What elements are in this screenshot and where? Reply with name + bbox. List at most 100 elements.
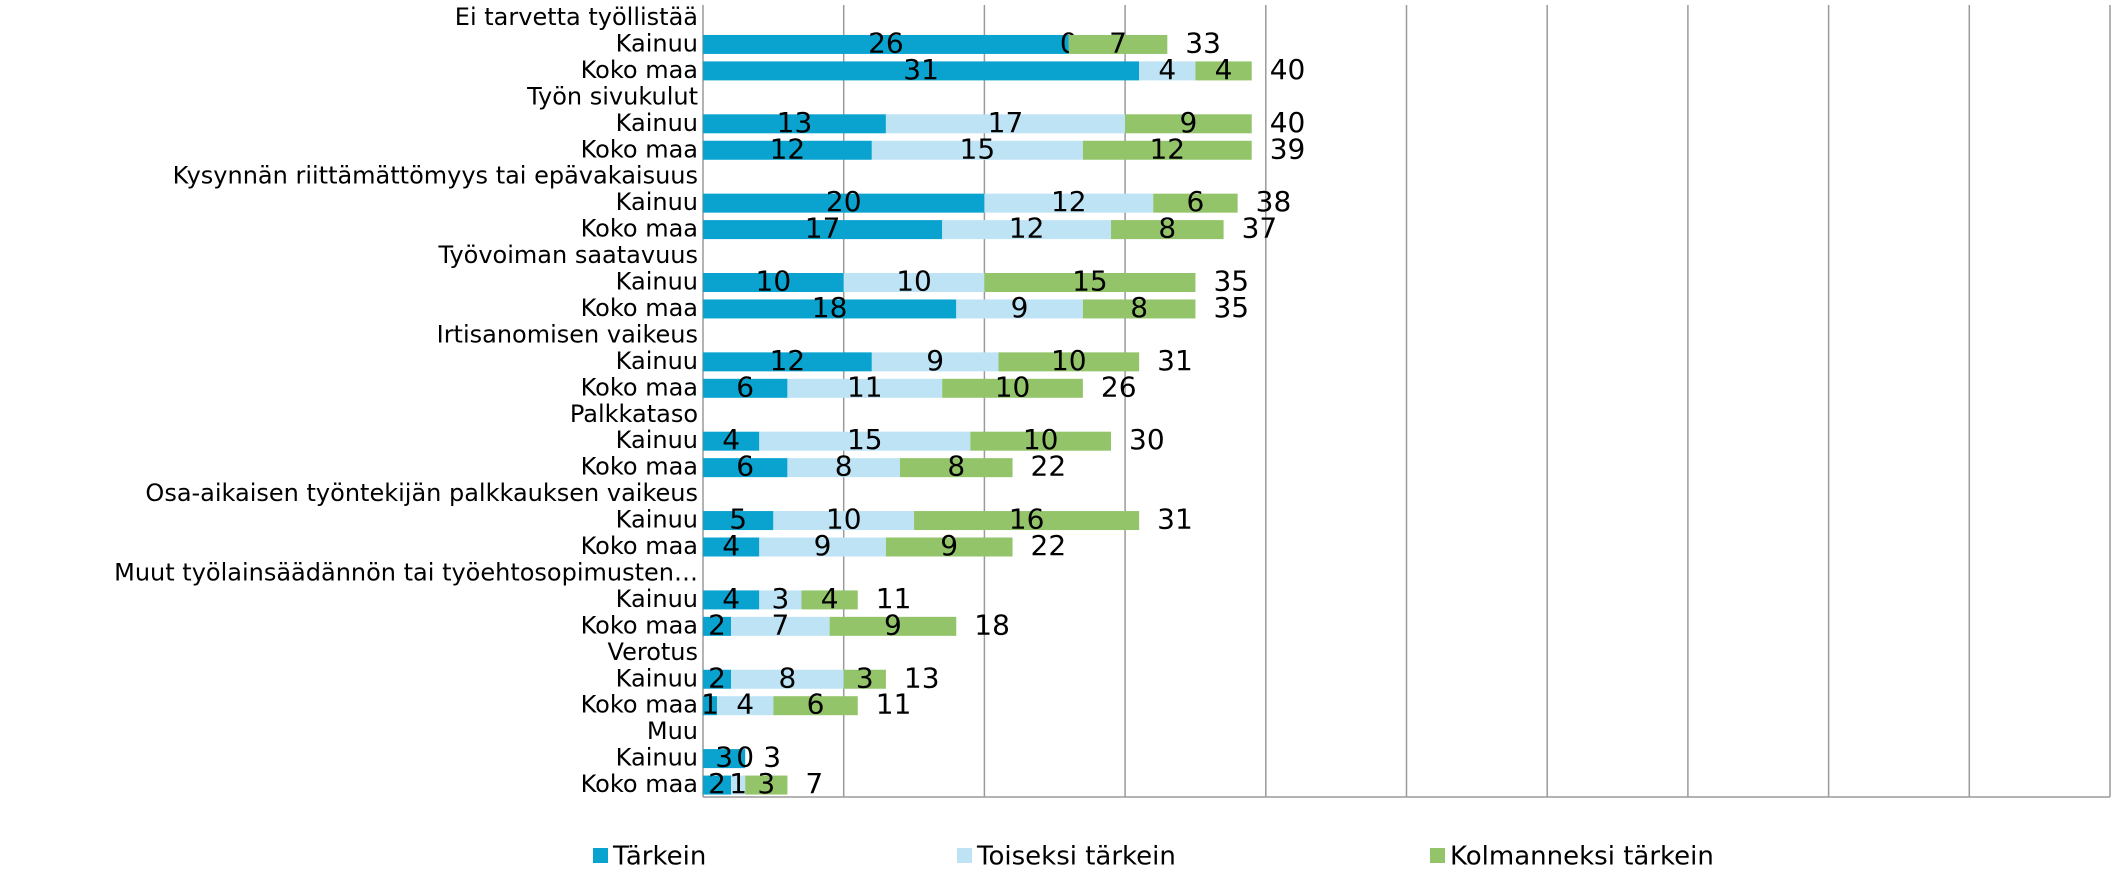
category-label: Verotus bbox=[608, 638, 698, 666]
bar-segment bbox=[801, 590, 858, 610]
category-label: Muu bbox=[647, 717, 698, 745]
bar-segment bbox=[759, 537, 886, 557]
total-label: 18 bbox=[974, 608, 1010, 641]
value-label: 12 bbox=[1051, 185, 1087, 218]
category-label: Koko maa bbox=[581, 611, 698, 639]
bar-segment bbox=[843, 273, 985, 292]
category-label: Koko maa bbox=[581, 56, 698, 84]
bar-segment bbox=[998, 352, 1140, 372]
value-label: 9 bbox=[884, 608, 902, 641]
total-label: 31 bbox=[1157, 344, 1193, 377]
legend-label: Toiseksi tärkein bbox=[976, 842, 1176, 872]
value-label: 4 bbox=[722, 582, 740, 615]
value-label: 0 bbox=[736, 741, 754, 774]
total-label: 13 bbox=[904, 661, 940, 694]
bar-segment bbox=[1139, 61, 1196, 81]
category-label: Koko maa bbox=[581, 691, 698, 719]
category-label: Koko maa bbox=[581, 770, 698, 798]
bar-segment bbox=[731, 669, 844, 689]
value-label: 1 bbox=[701, 688, 719, 721]
bar-segment bbox=[773, 511, 915, 531]
category-label: Irtisanomisen vaikeus bbox=[437, 320, 698, 348]
category-label: Koko maa bbox=[581, 294, 698, 322]
bar-segment bbox=[703, 114, 886, 134]
value-label: 8 bbox=[947, 450, 965, 483]
bar-segment bbox=[703, 193, 985, 213]
bar-segment bbox=[773, 696, 858, 716]
total-label: 22 bbox=[1031, 529, 1067, 562]
value-label: 4 bbox=[722, 529, 740, 562]
value-label: 12 bbox=[1009, 212, 1045, 245]
bar-segment bbox=[703, 590, 760, 610]
total-label: 31 bbox=[1157, 503, 1193, 536]
total-label: 40 bbox=[1270, 106, 1306, 139]
category-label: Kysynnän riittämättömyys tai epävakaisuu… bbox=[173, 162, 698, 190]
category-label: Muut työlainsäädännön tai työehtosopimus… bbox=[114, 558, 698, 586]
legend-label: Kolmanneksi tärkein bbox=[1450, 842, 1714, 872]
bar-segment bbox=[703, 431, 760, 451]
value-label: 8 bbox=[779, 661, 797, 694]
category-label: Kainuu bbox=[616, 664, 698, 692]
bar-segment bbox=[703, 616, 732, 636]
bar-segment bbox=[885, 537, 1013, 557]
category-label: Työn sivukulut bbox=[526, 82, 698, 110]
bar-segment bbox=[703, 273, 844, 292]
value-label: 26 bbox=[868, 26, 904, 59]
value-label: 6 bbox=[736, 370, 754, 403]
bar-segment bbox=[942, 220, 1112, 240]
legend-swatch bbox=[1430, 848, 1445, 863]
bar-segment bbox=[1125, 114, 1252, 134]
bar-segment bbox=[984, 193, 1154, 213]
total-label: 30 bbox=[1129, 423, 1165, 456]
bar-segment bbox=[1195, 61, 1252, 81]
value-label: 2 bbox=[708, 608, 726, 641]
category-label: Koko maa bbox=[581, 453, 698, 481]
value-label: 9 bbox=[1011, 291, 1029, 324]
bar-segment bbox=[703, 669, 732, 689]
category-label: Palkkataso bbox=[570, 400, 698, 428]
value-label: 1 bbox=[729, 767, 747, 800]
value-label: 3 bbox=[715, 741, 733, 774]
bar-segment bbox=[703, 61, 1140, 81]
value-label: 3 bbox=[757, 767, 775, 800]
value-label: 15 bbox=[847, 423, 883, 456]
category-label: Kainuu bbox=[616, 426, 698, 454]
category-label: Kainuu bbox=[616, 29, 698, 57]
legend-label: Tärkein bbox=[612, 842, 706, 872]
value-label: 12 bbox=[770, 344, 806, 377]
value-label: 15 bbox=[1072, 265, 1108, 298]
bar-segment bbox=[703, 458, 788, 478]
bar-segment bbox=[703, 140, 872, 160]
bar-segment bbox=[731, 775, 746, 795]
bar-segment bbox=[703, 34, 1069, 54]
value-label: 7 bbox=[771, 608, 789, 641]
value-label: 18 bbox=[812, 291, 848, 324]
value-label: 10 bbox=[995, 370, 1031, 403]
total-label: 11 bbox=[876, 688, 912, 721]
total-label: 38 bbox=[1256, 185, 1292, 218]
bar-segment bbox=[745, 775, 788, 795]
bar-segment bbox=[703, 775, 732, 795]
bar-segment bbox=[787, 378, 943, 398]
total-label: 39 bbox=[1270, 132, 1306, 165]
total-label: 40 bbox=[1270, 53, 1306, 86]
bar-segment bbox=[759, 431, 971, 451]
value-label: 5 bbox=[729, 503, 747, 536]
value-label: 16 bbox=[1009, 503, 1045, 536]
total-label: 22 bbox=[1031, 450, 1067, 483]
bar-segment bbox=[1082, 140, 1252, 160]
category-label: Koko maa bbox=[581, 215, 698, 243]
category-label: Osa-aikaisen työntekijän palkkauksen vai… bbox=[145, 479, 698, 507]
value-label: 9 bbox=[814, 529, 832, 562]
value-label: 17 bbox=[805, 212, 841, 245]
value-label: 12 bbox=[1149, 132, 1185, 165]
value-label: 10 bbox=[896, 265, 932, 298]
value-label: 17 bbox=[988, 106, 1024, 139]
bar-segment bbox=[843, 669, 886, 689]
bar-segment bbox=[703, 511, 774, 531]
bar-segment bbox=[942, 378, 1083, 398]
category-label: Kainuu bbox=[616, 109, 698, 137]
category-label: Koko maa bbox=[581, 135, 698, 163]
bar-segment bbox=[703, 352, 872, 372]
value-label: 11 bbox=[847, 370, 883, 403]
